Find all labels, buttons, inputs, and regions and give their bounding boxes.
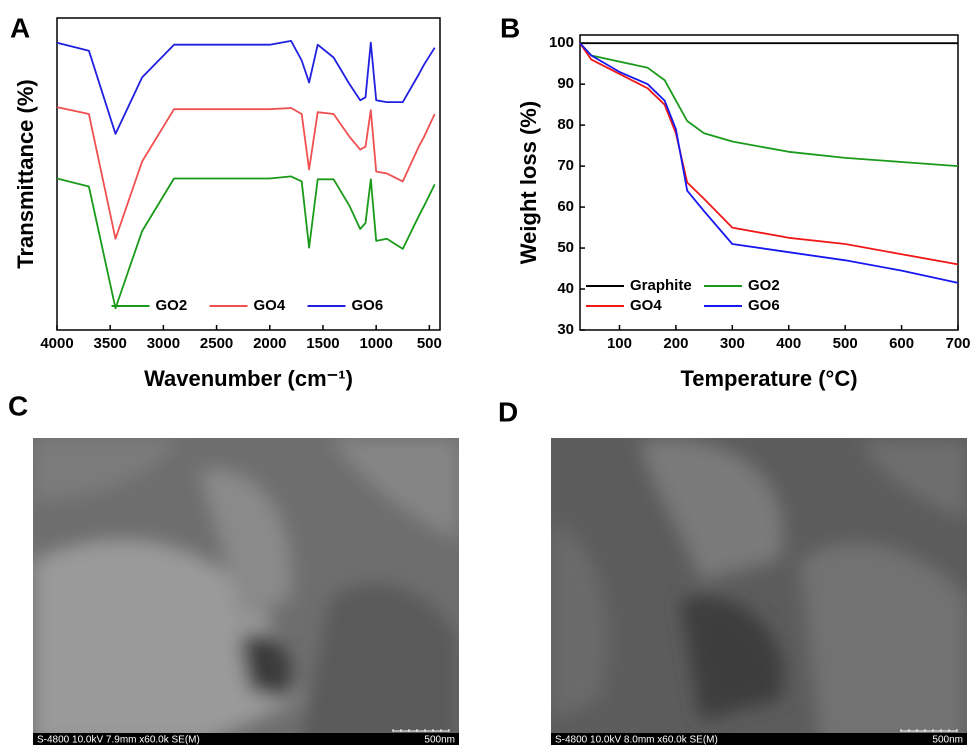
x-tick-label: 3500 (94, 335, 127, 352)
plot-frame (579, 34, 959, 331)
y-tick-label: 50 (557, 239, 574, 256)
data-line (579, 42, 959, 266)
scale-bar (392, 729, 450, 732)
image-caption: S-4800 10.0kV 8.0mm x60.0k SE(M) (555, 735, 718, 745)
x-tick-label: 2000 (253, 335, 286, 352)
y-tick-label: 60 (557, 198, 574, 215)
y-tick-label: 80 (557, 116, 574, 133)
y-tick-label: 100 (549, 34, 574, 51)
y-tick-label: 70 (557, 157, 574, 174)
x-tick-label: 1000 (359, 335, 392, 352)
x-tick-label: 300 (720, 335, 745, 352)
x-tick-label: 2500 (200, 335, 233, 352)
y-tick-label: 30 (557, 321, 574, 338)
data-line (56, 40, 436, 135)
legend-label: GO2 (156, 297, 188, 314)
y-axis-label: Transmittance (%) (13, 79, 38, 269)
data-line (56, 106, 436, 240)
x-tick-label: 1500 (306, 335, 339, 352)
legend-label: GO6 (748, 297, 780, 314)
y-tick-label: 90 (557, 75, 574, 92)
sem-image (551, 438, 967, 745)
legend-label: GO4 (630, 297, 662, 314)
legend-label: Graphite (630, 277, 692, 294)
caption-bar (551, 733, 967, 745)
data-line (579, 42, 959, 284)
panel-label: B (500, 12, 520, 43)
data-line (579, 42, 959, 167)
x-tick-label: 500 (417, 335, 442, 352)
x-tick-label: 4000 (40, 335, 73, 352)
legend-label: GO2 (748, 277, 780, 294)
sem-image (33, 438, 459, 745)
data-line (56, 175, 436, 310)
x-tick-label: 100 (607, 335, 632, 352)
scale-bar (900, 729, 958, 732)
x-tick-label: 700 (945, 335, 970, 352)
x-axis-label: Wavenumber (cm⁻¹) (144, 366, 353, 391)
legend-label: GO4 (254, 297, 286, 314)
legend-label: GO6 (352, 297, 384, 314)
caption-bar (33, 733, 459, 745)
y-tick-label: 40 (557, 280, 574, 297)
scale-label: 500nm (424, 735, 455, 745)
panel-label: A (10, 12, 30, 43)
panel-label: C (8, 390, 28, 421)
image-caption: S-4800 10.0kV 7.9mm x60.0k SE(M) (37, 735, 200, 745)
plot-frame (56, 17, 441, 331)
x-tick-label: 3000 (147, 335, 180, 352)
scale-label: 500nm (932, 735, 963, 745)
y-axis-label: Weight loss (%) (516, 101, 541, 264)
x-axis-label: Temperature (°C) (680, 366, 857, 391)
x-tick-label: 600 (889, 335, 914, 352)
x-tick-label: 500 (833, 335, 858, 352)
panel-label: D (498, 396, 518, 427)
x-tick-label: 400 (776, 335, 801, 352)
x-tick-label: 200 (663, 335, 688, 352)
